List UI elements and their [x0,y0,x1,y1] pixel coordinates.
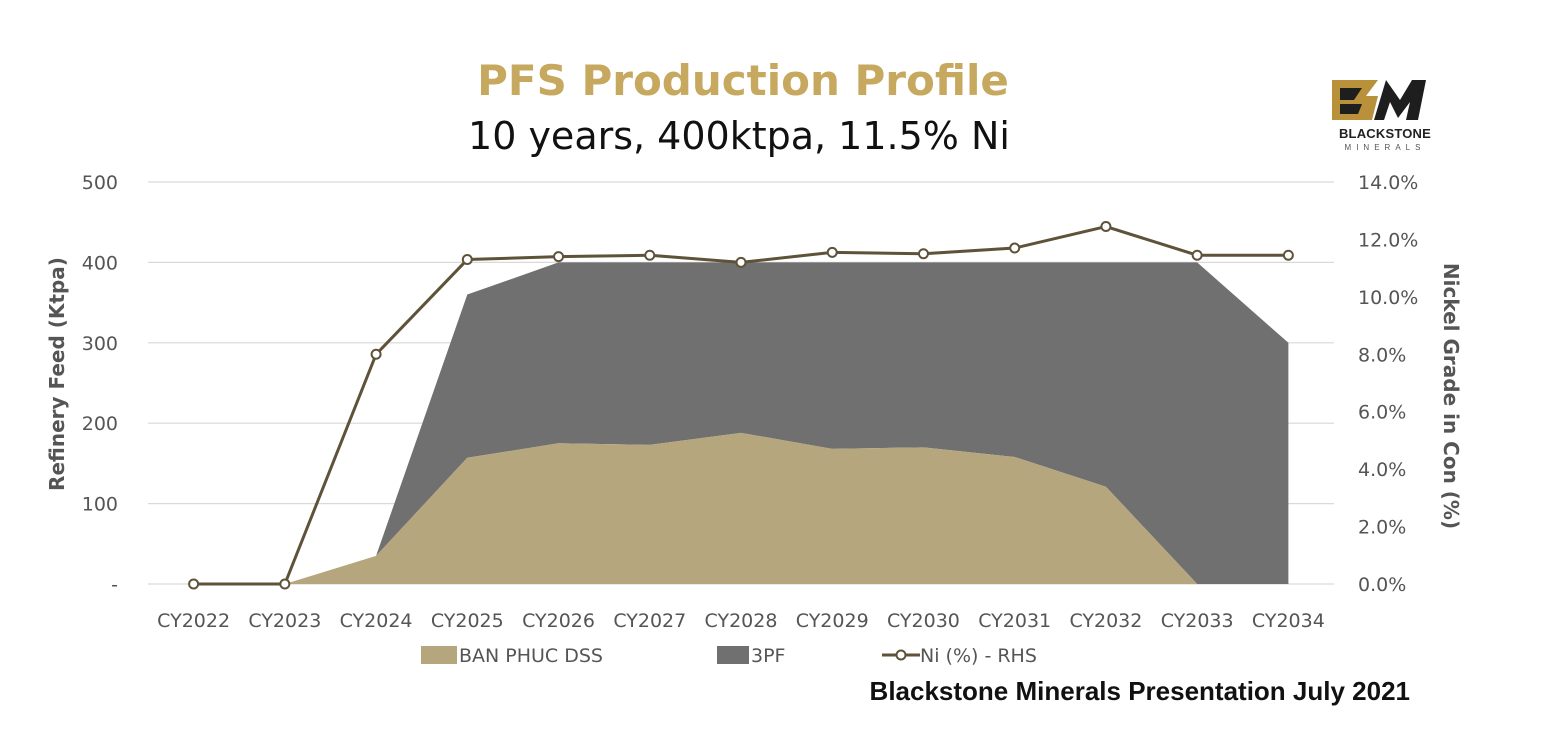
ni-data-point [1282,249,1294,261]
ni-data-point [1191,249,1203,261]
legend-swatch-ni-marker [895,649,907,661]
y2-tick-label: 6.0% [1358,402,1406,424]
x-tick-label: CY2026 [522,610,595,632]
logo-subtitle: MINERALS [1344,143,1426,152]
chart-subtitle: 10 years, 400ktpa, 11.5% Ni [468,114,1010,158]
y-tick-label: 200 [82,413,118,435]
ni-data-point [735,256,747,268]
y2-axis-label: Nickel Grade in Con (%) [1439,263,1463,529]
legend-label-ni: Ni (%) - RHS [920,645,1037,667]
y2-tick-label: 2.0% [1358,517,1406,539]
x-tick-label: CY2031 [978,610,1051,632]
x-tick-label: CY2023 [248,610,321,632]
y-tick-label: 300 [82,333,118,355]
y-tick-label: 500 [82,172,118,194]
x-tick-label: CY2027 [613,610,686,632]
x-tick-label: CY2028 [705,610,778,632]
ni-data-point [644,249,656,261]
ni-data-point [1100,221,1112,233]
x-tick-label: CY2033 [1161,610,1234,632]
ni-data-point [553,251,565,263]
ni-data-point [188,578,200,590]
y2-tick-label: 12.0% [1358,229,1418,251]
y2-tick-label: 8.0% [1358,344,1406,366]
x-tick-label: CY2034 [1252,610,1325,632]
ni-data-point [461,254,473,266]
x-tick-label: CY2024 [340,610,413,632]
legend-label-3pf: 3PF [751,645,785,667]
y2-tick-label: 14.0% [1358,172,1418,194]
x-tick-label: CY2025 [431,610,504,632]
blackstone-bm-logo-icon [1332,80,1426,120]
y-tick-label: - [111,574,118,596]
x-tick-label: CY2022 [157,610,230,632]
y2-tick-label: 10.0% [1358,287,1418,309]
chart-title: PFS Production Profile [477,56,1009,105]
y2-tick-label: 4.0% [1358,459,1406,481]
legend-swatch-3pf [717,646,749,664]
logo-wordmark: BLACKSTONE [1338,126,1432,141]
ni-data-point [1009,242,1021,254]
y-tick-label: 400 [82,252,118,274]
legend-label-ban-phuc: BAN PHUC DSS [459,645,603,667]
company-logo: BLACKSTONE MINERALS [1326,74,1454,156]
y-tick-label: 100 [82,494,118,516]
y-axis-label: Refinery Feed (Ktpa) [45,257,69,491]
y2-tick-label: 0.0% [1358,574,1406,596]
x-tick-label: CY2030 [887,610,960,632]
series-3pf-area [284,262,1289,584]
ni-data-point [826,246,838,258]
ni-data-point [370,348,382,360]
series-ban-phuc-area [284,432,1289,584]
x-tick-label: CY2029 [796,610,869,632]
legend-swatch-ban-phuc [421,646,457,664]
presentation-footer: Blackstone Minerals Presentation July 20… [869,676,1410,706]
ni-data-point [917,248,929,260]
ni-data-point [279,578,291,590]
x-tick-label: CY2032 [1069,610,1142,632]
